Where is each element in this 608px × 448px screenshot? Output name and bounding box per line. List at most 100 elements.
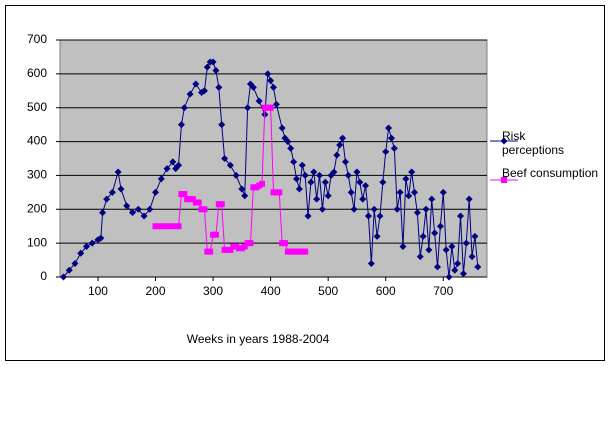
point	[203, 63, 211, 71]
point	[212, 231, 219, 238]
point	[301, 171, 309, 179]
x-tick-label: 500	[318, 284, 338, 298]
point	[241, 243, 248, 250]
point	[189, 196, 196, 203]
point	[451, 266, 459, 274]
point	[330, 168, 338, 176]
point	[227, 246, 234, 253]
point	[152, 188, 160, 196]
y-tick-label: 100	[27, 235, 47, 249]
x-tick-label: 300	[203, 284, 223, 298]
point	[232, 171, 240, 179]
point	[270, 83, 277, 91]
point	[157, 175, 165, 183]
point	[99, 209, 107, 217]
x-tick-label: 700	[433, 284, 453, 298]
point	[459, 270, 467, 278]
point	[347, 188, 355, 196]
point	[434, 263, 442, 271]
point	[177, 121, 185, 129]
point	[350, 205, 358, 213]
point	[103, 195, 111, 203]
point	[195, 199, 202, 206]
point	[267, 77, 275, 85]
point	[410, 188, 418, 196]
point	[416, 253, 424, 261]
point	[97, 234, 105, 242]
y-tick-label: 700	[27, 32, 47, 46]
point	[474, 263, 482, 271]
y-tick-label: 300	[27, 168, 47, 182]
point	[267, 104, 274, 111]
y-tick-label: 200	[27, 201, 47, 215]
point	[181, 191, 188, 198]
point	[134, 205, 142, 213]
point	[207, 248, 214, 255]
point	[276, 189, 283, 196]
y-tick-label: 500	[27, 100, 47, 114]
point	[362, 182, 370, 190]
point	[408, 168, 416, 176]
point	[313, 195, 321, 203]
point	[221, 155, 229, 162]
point	[465, 195, 473, 203]
point	[146, 205, 154, 213]
point	[307, 178, 315, 186]
point	[336, 141, 344, 149]
point	[457, 212, 465, 220]
point	[140, 212, 148, 220]
x-tick-label: 600	[376, 284, 396, 298]
point	[82, 243, 90, 251]
point	[180, 104, 188, 112]
point	[439, 188, 447, 196]
point	[344, 171, 352, 179]
point	[169, 223, 176, 230]
point	[186, 90, 194, 98]
point	[59, 273, 67, 281]
point	[293, 175, 301, 183]
point	[284, 138, 292, 146]
point	[129, 209, 137, 217]
point	[65, 266, 73, 274]
point	[428, 195, 436, 203]
point	[471, 232, 479, 240]
point	[218, 201, 225, 208]
point	[108, 188, 116, 196]
point	[402, 175, 410, 183]
point	[422, 205, 430, 213]
point	[71, 259, 79, 267]
point	[244, 104, 252, 112]
legend-marker	[500, 137, 508, 145]
point	[333, 151, 341, 159]
point	[209, 58, 217, 66]
point	[442, 246, 450, 254]
legend-marker	[501, 177, 507, 183]
point	[385, 124, 393, 132]
point	[445, 273, 453, 281]
point	[77, 249, 85, 257]
plot-area	[59, 39, 488, 278]
point	[152, 223, 159, 230]
point	[295, 185, 303, 193]
point	[212, 66, 220, 74]
point	[316, 171, 324, 179]
point	[117, 185, 125, 193]
point	[123, 202, 131, 210]
point	[158, 223, 165, 230]
point	[339, 134, 347, 142]
point	[215, 83, 223, 91]
point	[431, 229, 439, 237]
point	[419, 232, 427, 240]
point	[393, 205, 401, 213]
point	[88, 239, 96, 247]
point	[387, 134, 395, 142]
point	[390, 144, 398, 152]
point	[413, 209, 421, 217]
point	[396, 188, 404, 196]
point	[272, 100, 280, 108]
point	[379, 178, 387, 186]
y-tick-label: 0	[40, 269, 47, 283]
point	[164, 223, 171, 230]
x-axis-title: Weeks in years 1988-2004	[187, 332, 330, 346]
